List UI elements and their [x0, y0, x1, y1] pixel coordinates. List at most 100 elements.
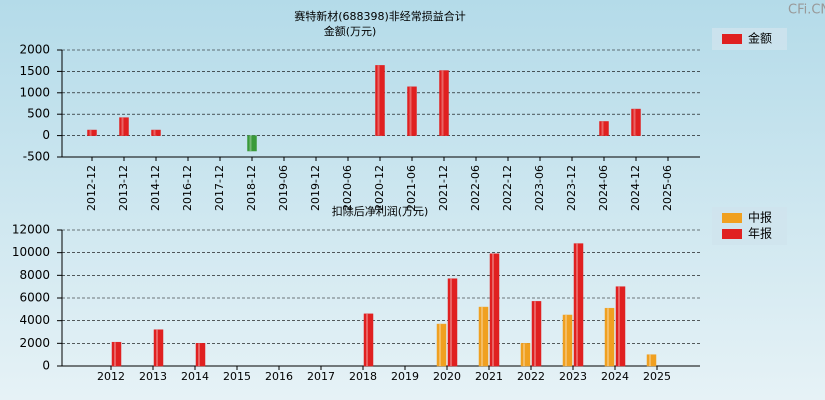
bar	[562, 314, 573, 367]
bar-shine	[633, 109, 636, 136]
legend-label: 中报	[748, 210, 772, 225]
bar	[119, 117, 129, 136]
bar	[111, 341, 122, 367]
legend-label: 年报	[748, 226, 772, 241]
chart-title: 赛特新材(688398)非经常损益合计	[294, 9, 466, 23]
bar	[646, 354, 657, 367]
bar	[604, 307, 615, 367]
bar	[153, 329, 164, 367]
bar	[195, 343, 206, 367]
bar-shine	[198, 343, 200, 366]
bar-shine	[565, 315, 567, 366]
bar-shine	[366, 313, 368, 366]
x-tick-label: 2014-12	[149, 165, 162, 211]
bar	[363, 313, 374, 367]
y-tick-label: 2000	[19, 336, 50, 350]
x-tick-label: 2014	[181, 370, 209, 383]
y-tick-label: 1000	[19, 85, 50, 99]
bar-shine	[481, 307, 483, 366]
y-tick-label: 8000	[19, 268, 50, 282]
bar	[489, 253, 500, 367]
bar-shine	[523, 343, 525, 366]
bar-shine	[576, 243, 578, 366]
x-tick-label: 2012	[97, 370, 125, 383]
chart-title: 扣除后净利润(万元)	[332, 204, 429, 218]
x-tick-label: 2020-06	[341, 165, 354, 211]
y-tick-label: 12000	[12, 223, 50, 237]
bar-shine	[450, 278, 452, 366]
bar	[531, 301, 542, 367]
x-tick-label: 2023	[559, 370, 587, 383]
x-tick-label: 2023-06	[533, 165, 546, 211]
bar-shine	[492, 253, 494, 366]
x-tick-label: 2021	[475, 370, 503, 383]
bar-shine	[534, 301, 536, 366]
bar-shine	[439, 324, 441, 366]
y-tick-label: 6000	[19, 291, 50, 305]
bar-shine	[156, 329, 158, 366]
x-tick-label: 2024-12	[629, 165, 642, 211]
x-tick-label: 2018	[349, 370, 377, 383]
watermark: CFi.CN	[788, 3, 825, 18]
bar	[447, 278, 458, 367]
bar	[615, 286, 626, 367]
x-tick-label: 2017-12	[213, 165, 226, 211]
x-tick-label: 2016	[265, 370, 293, 383]
x-tick-label: 2013-12	[117, 165, 130, 211]
y-tick-label: 0	[42, 128, 50, 142]
bar	[478, 306, 489, 367]
bar	[151, 129, 161, 136]
y-tick-label: 1500	[19, 64, 50, 78]
bar-shine	[607, 308, 609, 366]
legend-swatch	[722, 213, 742, 223]
bar	[599, 121, 609, 136]
x-tick-label: 2019-06	[277, 165, 290, 211]
x-tick-label: 2017	[307, 370, 335, 383]
legend-swatch	[722, 34, 742, 44]
bar	[247, 135, 257, 152]
y-tick-label: 10000	[12, 245, 50, 259]
x-tick-label: 2016-12	[181, 165, 194, 211]
x-tick-label: 2020	[433, 370, 461, 383]
bar-shine	[409, 86, 412, 136]
x-tick-label: 2012-12	[85, 165, 98, 211]
x-tick-label: 2022-06	[469, 165, 482, 211]
x-tick-label: 2023-12	[565, 165, 578, 211]
bar-shine	[89, 130, 92, 136]
bar	[631, 108, 641, 136]
x-tick-label: 2021-06	[405, 165, 418, 211]
bar	[407, 86, 417, 136]
chart-subtitle: 金额(万元)	[324, 24, 377, 38]
x-tick-label: 2021-12	[437, 165, 450, 211]
bar	[436, 323, 447, 367]
x-tick-label: 2019-12	[309, 165, 322, 211]
bar-shine	[649, 354, 651, 366]
legend-label: 金额	[748, 31, 772, 46]
bar-shine	[441, 70, 444, 136]
x-tick-label: 2019	[391, 370, 419, 383]
bar-shine	[601, 121, 604, 136]
bar	[87, 129, 97, 136]
legend-box	[712, 28, 787, 50]
x-tick-label: 2025	[643, 370, 671, 383]
y-tick-label: -500	[23, 150, 50, 164]
y-tick-label: 0	[42, 359, 50, 373]
bar-shine	[114, 342, 116, 366]
x-tick-label: 2022-12	[501, 165, 514, 211]
y-tick-label: 4000	[19, 313, 50, 327]
x-tick-label: 2024	[601, 370, 629, 383]
bar-shine	[618, 286, 620, 366]
x-tick-label: 2020-12	[373, 165, 386, 211]
legend-swatch	[722, 229, 742, 239]
bar-shine	[249, 135, 252, 152]
bar-shine	[153, 130, 156, 136]
y-tick-label: 500	[27, 107, 50, 121]
bar-shine	[377, 65, 380, 136]
y-tick-label: 2000	[19, 43, 50, 57]
bar	[375, 65, 385, 136]
x-tick-label: 2015	[223, 370, 251, 383]
bar	[520, 343, 531, 367]
bar	[439, 70, 449, 136]
x-tick-label: 2025-06	[661, 165, 674, 211]
